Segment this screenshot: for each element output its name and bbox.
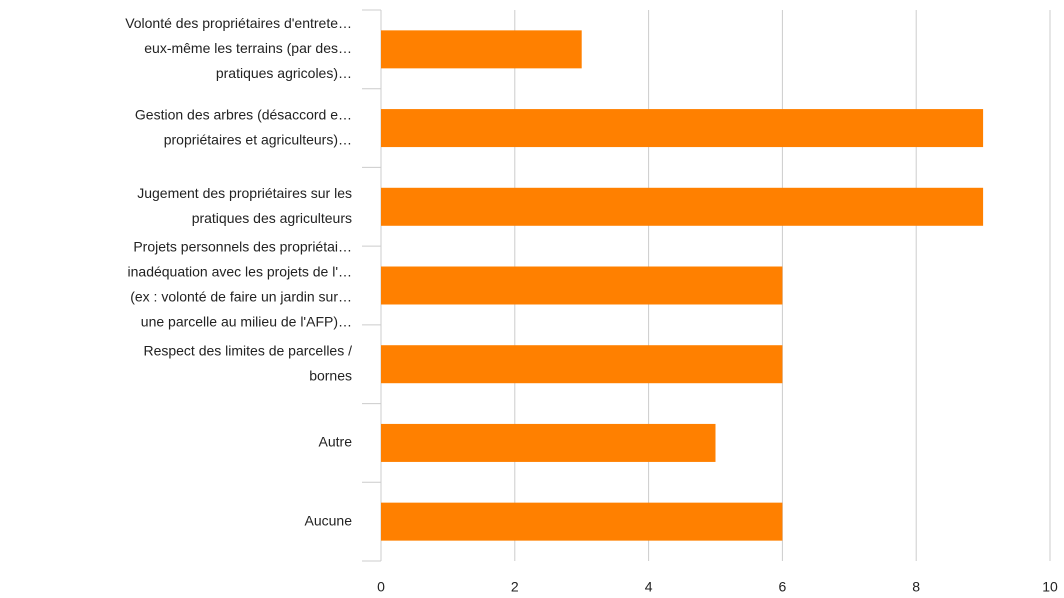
y-tick-label: Aucune <box>305 512 353 528</box>
x-tick-label: 2 <box>511 579 519 595</box>
y-tick-label: propriétaires et agriculteurs)… <box>164 131 352 147</box>
y-tick-label: pratiques des agriculteurs <box>192 210 352 226</box>
y-tick-label: bornes <box>309 367 352 383</box>
bar <box>381 30 582 69</box>
y-tick-label: (ex : volonté de faire un jardin sur… <box>130 289 352 305</box>
y-tick-label: une parcelle au milieu de l'AFP)… <box>141 314 352 330</box>
y-tick-label: Autre <box>319 434 353 450</box>
y-tick-label: Projets personnels des propriétai… <box>133 239 352 255</box>
bar <box>381 109 984 148</box>
bar <box>381 423 716 462</box>
y-tick-label: Jugement des propriétaires sur les <box>137 185 352 201</box>
x-tick-label: 4 <box>645 579 653 595</box>
y-tick-label: pratiques agricoles)… <box>216 65 352 81</box>
y-tick-label: Respect des limites de parcelles / <box>143 342 352 358</box>
y-tick-label: Gestion des arbres (désaccord e… <box>135 106 352 122</box>
x-tick-label: 0 <box>377 579 385 595</box>
y-tick-label: Volonté des propriétaires d'entrete… <box>125 15 352 31</box>
x-tick-label: 10 <box>1042 579 1058 595</box>
x-tick-label: 8 <box>912 579 920 595</box>
bar <box>381 502 783 541</box>
x-tick-label: 6 <box>779 579 787 595</box>
bar <box>381 187 984 226</box>
bar <box>381 266 783 305</box>
y-tick-label: inadéquation avec les projets de l'… <box>128 264 352 280</box>
y-tick-label: eux-même les terrains (par des… <box>144 40 352 56</box>
bar <box>381 345 783 384</box>
